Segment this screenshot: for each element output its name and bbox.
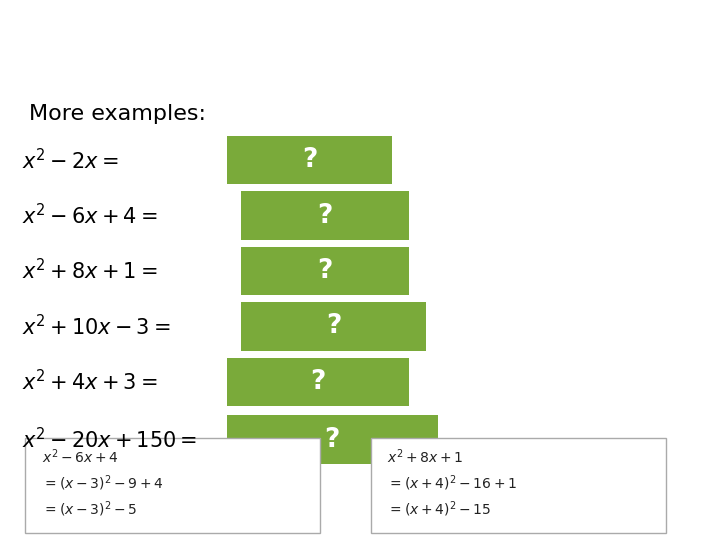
- FancyBboxPatch shape: [371, 438, 666, 533]
- Text: Completing the square: Completing the square: [16, 21, 408, 50]
- Text: $x^{2} - 2x =$: $x^{2} - 2x =$: [22, 147, 118, 173]
- FancyBboxPatch shape: [241, 302, 426, 350]
- Text: $x^{2} - 6x + 4 =$: $x^{2} - 6x + 4 =$: [22, 203, 157, 228]
- Text: ?: ?: [318, 258, 333, 284]
- Text: ?: ?: [325, 427, 340, 453]
- Text: ?: ?: [326, 313, 341, 340]
- FancyBboxPatch shape: [241, 191, 409, 240]
- Text: $x^{2} + 4x + 3 =$: $x^{2} + 4x + 3 =$: [22, 369, 157, 394]
- Text: $x^{2} - 6x + 4$: $x^{2} - 6x + 4$: [42, 448, 119, 466]
- Text: ?: ?: [302, 147, 318, 173]
- Text: $= (x + 4)^{2} - 15$: $= (x + 4)^{2} - 15$: [387, 500, 492, 519]
- Text: $x^{2} + 8x + 1 =$: $x^{2} + 8x + 1 =$: [22, 259, 157, 284]
- Text: $= (x + 4)^{2} - 16 + 1$: $= (x + 4)^{2} - 16 + 1$: [387, 474, 518, 493]
- Text: ?: ?: [318, 202, 333, 228]
- FancyBboxPatch shape: [25, 438, 320, 533]
- FancyBboxPatch shape: [227, 136, 392, 185]
- Text: ?: ?: [310, 369, 325, 395]
- Text: $x^{2} + 10x - 3 =$: $x^{2} + 10x - 3 =$: [22, 314, 170, 339]
- Text: More examples:: More examples:: [29, 104, 206, 124]
- FancyBboxPatch shape: [241, 247, 409, 295]
- Text: $x^{2} - 20x + 150 =$: $x^{2} - 20x + 150 =$: [22, 427, 197, 452]
- FancyBboxPatch shape: [227, 415, 438, 464]
- FancyBboxPatch shape: [227, 357, 409, 406]
- Text: $= (x - 3)^{2} - 9 + 4$: $= (x - 3)^{2} - 9 + 4$: [42, 474, 163, 493]
- Text: $= (x - 3)^{2} - 5$: $= (x - 3)^{2} - 5$: [42, 500, 137, 519]
- Text: $x^{2} + 8x + 1$: $x^{2} + 8x + 1$: [387, 448, 464, 466]
